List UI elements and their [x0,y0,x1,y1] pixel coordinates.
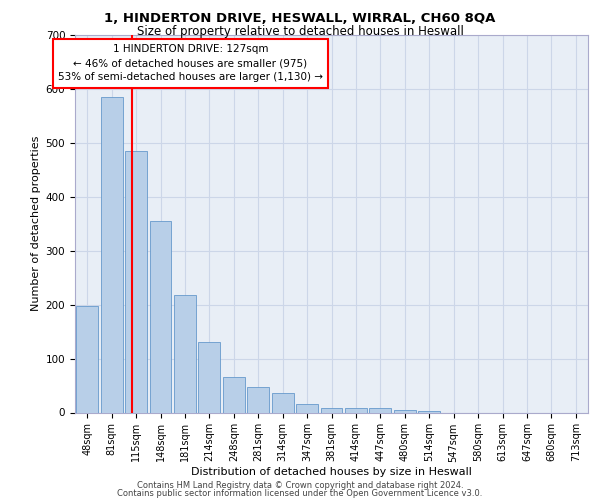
Bar [125,151,147,412]
Bar [101,97,122,412]
Text: 1 HINDERTON DRIVE: 127sqm
← 46% of detached houses are smaller (975)
53% of semi: 1 HINDERTON DRIVE: 127sqm ← 46% of detac… [58,44,323,82]
Bar [370,408,391,412]
Bar [296,404,318,412]
Bar [320,408,343,412]
Bar [247,386,269,412]
Text: 1, HINDERTON DRIVE, HESWALL, WIRRAL, CH60 8QA: 1, HINDERTON DRIVE, HESWALL, WIRRAL, CH6… [104,12,496,26]
Bar [345,408,367,412]
Bar [149,221,172,412]
Text: Contains HM Land Registry data © Crown copyright and database right 2024.: Contains HM Land Registry data © Crown c… [137,481,463,490]
Text: Contains public sector information licensed under the Open Government Licence v3: Contains public sector information licen… [118,488,482,498]
Bar [174,296,196,412]
Bar [394,410,416,412]
Bar [76,306,98,412]
Y-axis label: Number of detached properties: Number of detached properties [31,136,41,312]
Bar [223,378,245,412]
Text: Size of property relative to detached houses in Heswall: Size of property relative to detached ho… [137,25,463,38]
Bar [199,342,220,412]
Bar [418,411,440,412]
Bar [272,392,293,412]
X-axis label: Distribution of detached houses by size in Heswall: Distribution of detached houses by size … [191,467,472,477]
